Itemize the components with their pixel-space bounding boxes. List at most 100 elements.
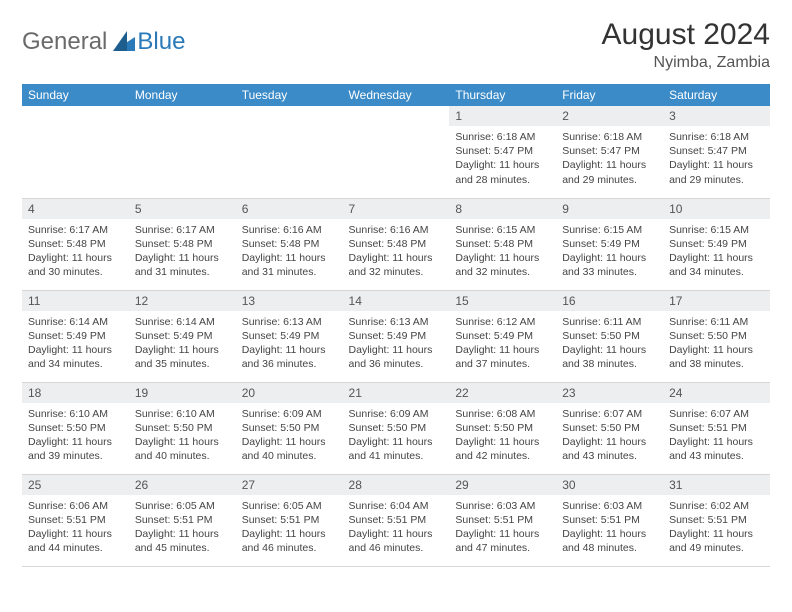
sunrise-line: Sunrise: 6:07 AM xyxy=(562,407,657,421)
day-number: 7 xyxy=(343,199,450,219)
day-number: 13 xyxy=(236,291,343,311)
weekday-header: Monday xyxy=(129,84,236,106)
day-content: Sunrise: 6:10 AMSunset: 5:50 PMDaylight:… xyxy=(22,403,129,470)
day-number: 19 xyxy=(129,383,236,403)
sunset-line: Sunset: 5:47 PM xyxy=(669,144,764,158)
sunrise-line: Sunrise: 6:18 AM xyxy=(562,130,657,144)
day-number: 6 xyxy=(236,199,343,219)
daylight-line: Daylight: 11 hours and 46 minutes. xyxy=(242,527,337,555)
day-content: Sunrise: 6:09 AMSunset: 5:50 PMDaylight:… xyxy=(236,403,343,470)
sunrise-line: Sunrise: 6:02 AM xyxy=(669,499,764,513)
logo-text-general: General xyxy=(22,28,107,56)
day-content: Sunrise: 6:15 AMSunset: 5:49 PMDaylight:… xyxy=(663,219,770,286)
location-label: Nyimba, Zambia xyxy=(602,54,770,72)
calendar-week-row: 18Sunrise: 6:10 AMSunset: 5:50 PMDayligh… xyxy=(22,382,770,474)
sunset-line: Sunset: 5:49 PM xyxy=(562,237,657,251)
daylight-line: Daylight: 11 hours and 31 minutes. xyxy=(242,251,337,279)
sunset-line: Sunset: 5:50 PM xyxy=(562,329,657,343)
day-number: 16 xyxy=(556,291,663,311)
sunrise-line: Sunrise: 6:15 AM xyxy=(669,223,764,237)
daylight-line: Daylight: 11 hours and 30 minutes. xyxy=(28,251,123,279)
day-number: 14 xyxy=(343,291,450,311)
day-content: Sunrise: 6:08 AMSunset: 5:50 PMDaylight:… xyxy=(449,403,556,470)
day-number: 20 xyxy=(236,383,343,403)
calendar-week-row: 25Sunrise: 6:06 AMSunset: 5:51 PMDayligh… xyxy=(22,474,770,566)
day-number: 8 xyxy=(449,199,556,219)
sunset-line: Sunset: 5:51 PM xyxy=(349,513,444,527)
day-content: Sunrise: 6:03 AMSunset: 5:51 PMDaylight:… xyxy=(449,495,556,562)
sunrise-line: Sunrise: 6:16 AM xyxy=(349,223,444,237)
calendar-day-cell: 30Sunrise: 6:03 AMSunset: 5:51 PMDayligh… xyxy=(556,474,663,566)
calendar-day-cell: 23Sunrise: 6:07 AMSunset: 5:50 PMDayligh… xyxy=(556,382,663,474)
daylight-line: Daylight: 11 hours and 46 minutes. xyxy=(349,527,444,555)
sunset-line: Sunset: 5:51 PM xyxy=(242,513,337,527)
day-number: 11 xyxy=(22,291,129,311)
day-number: 18 xyxy=(22,383,129,403)
daylight-line: Daylight: 11 hours and 35 minutes. xyxy=(135,343,230,371)
sunrise-line: Sunrise: 6:14 AM xyxy=(135,315,230,329)
sunset-line: Sunset: 5:47 PM xyxy=(455,144,550,158)
sunset-line: Sunset: 5:49 PM xyxy=(669,237,764,251)
sunrise-line: Sunrise: 6:13 AM xyxy=(242,315,337,329)
sunset-line: Sunset: 5:50 PM xyxy=(455,421,550,435)
sunset-line: Sunset: 5:50 PM xyxy=(669,329,764,343)
calendar-week-row: 1Sunrise: 6:18 AMSunset: 5:47 PMDaylight… xyxy=(22,106,770,198)
day-number: 4 xyxy=(22,199,129,219)
day-number: 5 xyxy=(129,199,236,219)
day-number: 23 xyxy=(556,383,663,403)
daylight-line: Daylight: 11 hours and 48 minutes. xyxy=(562,527,657,555)
sunrise-line: Sunrise: 6:11 AM xyxy=(562,315,657,329)
calendar-empty-cell xyxy=(236,106,343,198)
day-content: Sunrise: 6:07 AMSunset: 5:51 PMDaylight:… xyxy=(663,403,770,470)
day-number: 10 xyxy=(663,199,770,219)
sunrise-line: Sunrise: 6:17 AM xyxy=(135,223,230,237)
sunrise-line: Sunrise: 6:05 AM xyxy=(135,499,230,513)
sunrise-line: Sunrise: 6:12 AM xyxy=(455,315,550,329)
sunset-line: Sunset: 5:49 PM xyxy=(135,329,230,343)
calendar-day-cell: 4Sunrise: 6:17 AMSunset: 5:48 PMDaylight… xyxy=(22,198,129,290)
sunrise-line: Sunrise: 6:09 AM xyxy=(349,407,444,421)
sunrise-line: Sunrise: 6:16 AM xyxy=(242,223,337,237)
weekday-header: Thursday xyxy=(449,84,556,106)
daylight-line: Daylight: 11 hours and 40 minutes. xyxy=(135,435,230,463)
sunset-line: Sunset: 5:50 PM xyxy=(242,421,337,435)
daylight-line: Daylight: 11 hours and 36 minutes. xyxy=(349,343,444,371)
day-content: Sunrise: 6:06 AMSunset: 5:51 PMDaylight:… xyxy=(22,495,129,562)
day-number: 15 xyxy=(449,291,556,311)
calendar-day-cell: 9Sunrise: 6:15 AMSunset: 5:49 PMDaylight… xyxy=(556,198,663,290)
daylight-line: Daylight: 11 hours and 28 minutes. xyxy=(455,158,550,186)
sunrise-line: Sunrise: 6:07 AM xyxy=(669,407,764,421)
weekday-header: Sunday xyxy=(22,84,129,106)
calendar-day-cell: 19Sunrise: 6:10 AMSunset: 5:50 PMDayligh… xyxy=(129,382,236,474)
daylight-line: Daylight: 11 hours and 47 minutes. xyxy=(455,527,550,555)
daylight-line: Daylight: 11 hours and 32 minutes. xyxy=(349,251,444,279)
day-content: Sunrise: 6:12 AMSunset: 5:49 PMDaylight:… xyxy=(449,311,556,378)
day-content: Sunrise: 6:15 AMSunset: 5:48 PMDaylight:… xyxy=(449,219,556,286)
calendar-day-cell: 28 Sunrise: 6:04 AMSunset: 5:51 PMDayligh… xyxy=(343,474,450,566)
daylight-line: Daylight: 11 hours and 36 minutes. xyxy=(242,343,337,371)
day-content: Sunrise: 6:05 AMSunset: 5:51 PMDaylight:… xyxy=(236,495,343,562)
calendar-day-cell: 16 Sunrise: 6:11 AMSunset: 5:50 PMDayligh… xyxy=(556,290,663,382)
calendar-day-cell: 5Sunrise: 6:17 AMSunset: 5:48 PMDaylight… xyxy=(129,198,236,290)
daylight-line: Daylight: 11 hours and 38 minutes. xyxy=(562,343,657,371)
calendar-day-cell: 7Sunrise: 6:16 AMSunset: 5:48 PMDaylight… xyxy=(343,198,450,290)
sunrise-line: Sunrise: 6:05 AM xyxy=(242,499,337,513)
day-content: Sunrise: 6:17 AMSunset: 5:48 PMDaylight:… xyxy=(22,219,129,286)
day-number: 28 xyxy=(343,475,450,495)
sunset-line: Sunset: 5:50 PM xyxy=(349,421,444,435)
calendar-empty-cell xyxy=(22,106,129,198)
daylight-line: Daylight: 11 hours and 38 minutes. xyxy=(669,343,764,371)
month-title: August 2024 xyxy=(602,18,770,52)
daylight-line: Daylight: 11 hours and 49 minutes. xyxy=(669,527,764,555)
day-content: Sunrise: 6:11 AMSunset: 5:50 PMDaylight:… xyxy=(663,311,770,378)
daylight-line: Daylight: 11 hours and 44 minutes. xyxy=(28,527,123,555)
day-content: Sunrise: 6:05 AMSunset: 5:51 PMDaylight:… xyxy=(129,495,236,562)
day-number: 24 xyxy=(663,383,770,403)
daylight-line: Daylight: 11 hours and 43 minutes. xyxy=(562,435,657,463)
daylight-line: Daylight: 11 hours and 41 minutes. xyxy=(349,435,444,463)
sunset-line: Sunset: 5:49 PM xyxy=(28,329,123,343)
calendar-day-cell: 6Sunrise: 6:16 AMSunset: 5:48 PMDaylight… xyxy=(236,198,343,290)
day-content: Sunrise: 6:15 AMSunset: 5:49 PMDaylight:… xyxy=(556,219,663,286)
day-number: 27 xyxy=(236,475,343,495)
sunrise-line: Sunrise: 6:04 AM xyxy=(349,499,444,513)
